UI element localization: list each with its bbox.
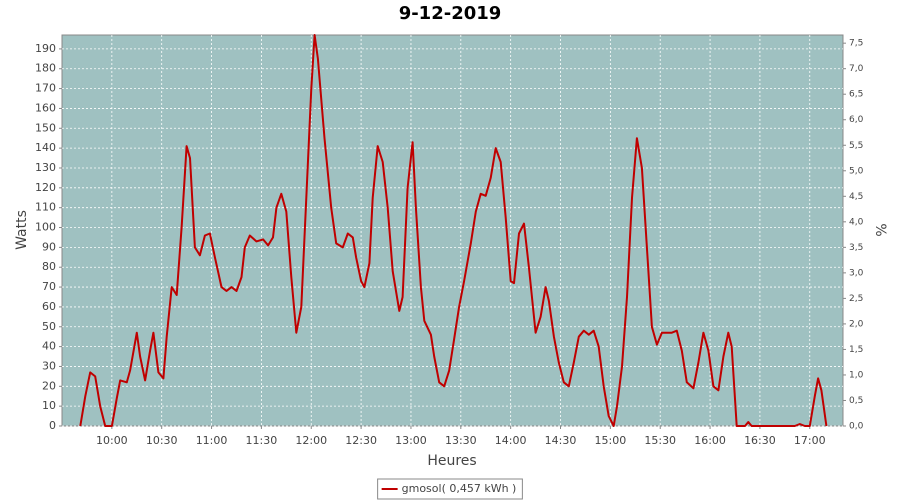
y2-axis-label: % [872, 223, 888, 236]
y-tick-label: 70 [42, 280, 56, 293]
y-tick-label: 0 [49, 419, 56, 432]
y2-tick-label: 4,0 [849, 217, 864, 227]
y-tick-label: 10 [42, 399, 56, 412]
y-tick-label: 80 [42, 260, 56, 273]
y-tick-label: 130 [35, 161, 56, 174]
y2-tick-label: 6,5 [849, 90, 863, 100]
y2-tick-label: 0,5 [849, 396, 863, 406]
y2-tick-label: 2,5 [849, 294, 863, 304]
y2-tick-label: 6,0 [849, 115, 864, 125]
x-tick-label: 10:30 [146, 434, 178, 447]
y2-tick-label: 7,0 [849, 64, 864, 74]
y2-tick-label: 4,5 [849, 192, 863, 202]
y-tick-label: 180 [35, 62, 56, 75]
y-tick-label: 50 [42, 320, 56, 333]
data-line [79, 34, 828, 427]
plot-area [61, 34, 844, 427]
y-tick-label: 140 [35, 141, 56, 154]
x-tick-label: 10:00 [96, 434, 128, 447]
y2-tick-label: 5,5 [849, 141, 863, 151]
y-tick-label: 160 [35, 101, 56, 114]
legend-item: gmosol( 0,457 kWh ) [377, 478, 523, 500]
y-tick-label: 170 [35, 82, 56, 95]
y-tick-label: 150 [35, 121, 56, 134]
x-tick-label: 13:30 [445, 434, 477, 447]
x-tick-label: 15:00 [595, 434, 627, 447]
y-tick-label: 190 [35, 42, 56, 55]
x-tick-label: 17:00 [794, 434, 826, 447]
x-tick-label: 14:30 [545, 434, 577, 447]
y-tick-label: 120 [35, 181, 56, 194]
y2-tick-label: 0,0 [849, 422, 864, 432]
x-tick-label: 11:30 [246, 434, 278, 447]
y-axis-label: Watts [14, 210, 30, 250]
y2-tick-label: 7,5 [849, 39, 863, 49]
y2-tick-label: 5,0 [849, 166, 864, 176]
chart-title: 9-12-2019 [399, 3, 502, 24]
x-tick-label: 16:00 [694, 434, 726, 447]
y-tick-label: 90 [42, 240, 56, 253]
x-tick-label: 14:00 [495, 434, 527, 447]
x-tick-label: 12:30 [345, 434, 377, 447]
x-tick-label: 16:30 [744, 434, 776, 447]
x-tick-label: 12:00 [295, 434, 327, 447]
y2-tick-label: 3,5 [849, 243, 863, 253]
x-axis-label: Heures [427, 453, 476, 469]
y-tick-label: 110 [35, 201, 56, 214]
y2-tick-label: 1,0 [849, 370, 864, 380]
x-tick-label: 15:30 [644, 434, 676, 447]
y2-tick-label: 2,0 [849, 319, 864, 329]
y2-tick-label: 3,0 [849, 268, 864, 278]
y-tick-label: 20 [42, 379, 56, 392]
legend-box [377, 478, 523, 500]
legend-label: gmosol( 0,457 kWh ) [402, 482, 517, 495]
y-tick-label: 60 [42, 300, 56, 313]
y-tick-label: 40 [42, 340, 56, 353]
y2-tick-label: 1,5 [849, 345, 863, 355]
y-tick-label: 100 [35, 221, 56, 234]
y-tick-label: 30 [42, 359, 56, 372]
x-tick-label: 11:00 [196, 434, 228, 447]
x-tick-label: 13:00 [395, 434, 427, 447]
